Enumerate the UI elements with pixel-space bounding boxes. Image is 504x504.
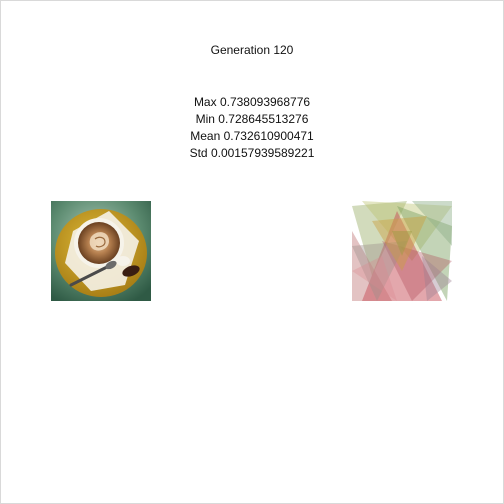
generation-label: Generation 120 <box>210 43 294 57</box>
stats-block: Max 0.738093968776 Min 0.728645513276 Me… <box>1 94 503 162</box>
triangles-image <box>352 201 452 301</box>
stat-std: Std 0.00157939589221 <box>189 146 315 160</box>
target-image <box>51 201 151 301</box>
coffee-cup-image <box>51 201 151 301</box>
evolved-image <box>352 201 452 301</box>
stat-mean: Mean 0.732610900471 <box>190 129 314 143</box>
stat-min: Min 0.728645513276 <box>195 112 309 126</box>
stat-max: Max 0.738093968776 <box>193 95 311 109</box>
